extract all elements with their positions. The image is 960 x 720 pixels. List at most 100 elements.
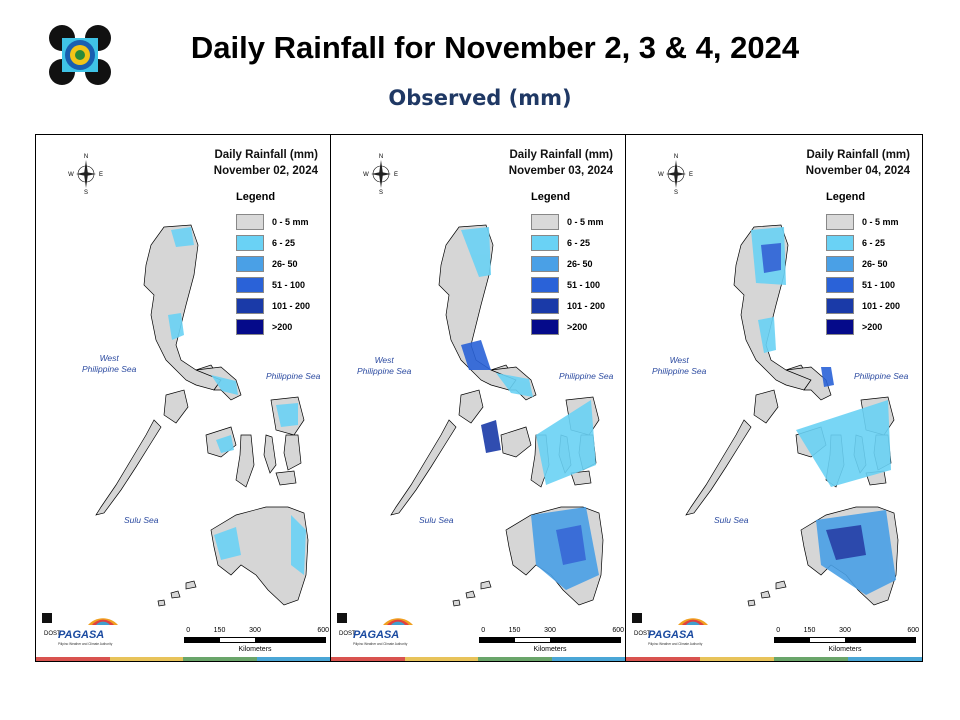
bicol [785,366,832,401]
map-panel-nov-03: Daily Rainfall (mm) November 03, 2024 Le… [331,135,626,661]
rain-bicol [496,373,533,397]
legend: 0 - 5 mm 6 - 25 26- 50 51 - 100 101 - 20… [236,211,310,337]
rain-mindanao-east [291,515,306,575]
svg-text:N: N [84,154,88,160]
mindoro [458,389,484,424]
sea-label-sulu: Sulu Sea [124,515,159,525]
luzon [143,224,222,391]
scale-bar: 0 150 300 600 Kilometers [774,627,919,653]
dost-logo [48,24,112,86]
legend-item: >200 [826,316,900,337]
map-panel-nov-04: Daily Rainfall (mm) November 04, 2024 Le… [626,135,922,661]
svg-text:W: W [658,172,664,178]
pagasa-logo: DOST PAGASA Pilipino Weather and Climate… [632,613,708,646]
legend-title: Legend [531,191,571,203]
svg-text:N: N [379,154,383,160]
svg-text:PAGASA: PAGASA [648,629,694,641]
svg-text:N: N [674,154,678,160]
rain-overlay [751,227,896,595]
svg-text:S: S [84,190,88,195]
sea-label-west-philippine: West Philippine Sea [357,355,412,376]
brand-strip [626,657,922,661]
negros [235,434,255,488]
sea-label-west-philippine: West Philippine Sea [82,353,137,374]
legend: 0 - 5 mm 6 - 25 26- 50 51 - 100 101 - 20… [826,211,900,337]
svg-text:E: E [99,172,103,178]
legend-item: 51 - 100 [826,274,900,295]
scale-bar: 0 150 300 600 Kilometers [479,627,624,653]
page-title: Daily Rainfall for November 2, 3 & 4, 20… [190,30,800,65]
bohol [570,470,592,486]
philippines-map [685,224,899,607]
svg-text:Pilipino Weather and Climate A: Pilipino Weather and Climate Authority [58,642,113,646]
rain-visayas [216,435,234,453]
sea-label-philippine: Philippine Sea [559,371,614,381]
palawan [685,419,752,516]
svg-text:E: E [394,172,398,178]
brand-strip [36,657,330,661]
sea-label-philippine: Philippine Sea [266,371,321,381]
map-panels: Daily Rainfall (mm) November 02, 2024 Le… [35,134,923,662]
legend-title: Legend [826,191,866,203]
legend-item: 101 - 200 [531,295,605,316]
svg-text:DOST: DOST [339,631,356,637]
bohol [275,470,297,486]
svg-text:W: W [68,172,74,178]
page-subtitle: Observed (mm) [388,86,572,110]
svg-text:S: S [674,190,678,195]
rain-central-luzon [168,313,184,340]
legend-title: Legend [236,191,276,203]
legend-item: 51 - 100 [531,274,605,295]
sulu-islands [452,580,492,607]
pagasa-logo: DOST PAGASA Pilipino Weather and Climate… [337,613,413,646]
compass-rose-icon: N S W E [363,154,398,195]
philippines-map [390,224,604,607]
compass-rose-icon: N S W E [658,154,693,195]
svg-text:W: W [363,172,369,178]
sulu-islands [157,580,197,607]
rain-bicol [211,375,238,395]
pagasa-logo: DOST PAGASA Pilipino Weather and Climate… [42,613,118,646]
scale-bar: 0 150 300 600 Kilometers [184,627,329,653]
rain-visayas [796,400,891,487]
legend-item: 26- 50 [826,253,900,274]
panel-title: Daily Rainfall (mm) November 04, 2024 [805,149,910,177]
palawan [95,419,162,516]
rain-overlay [168,227,306,575]
svg-text:Pilipino Weather and Climate A: Pilipino Weather and Climate Authority [648,642,703,646]
rain-north-luzon-core [761,243,781,273]
rain-central-luzon [461,340,491,370]
palawan [390,419,457,516]
legend-item: 6 - 25 [531,232,605,253]
legend-item: >200 [236,316,310,337]
sea-label-west-philippine: West Philippine Sea [652,355,707,376]
rain-overlay [461,227,599,590]
philippines-map [95,224,309,607]
svg-text:DOST: DOST [44,631,61,637]
panel-title: Daily Rainfall (mm) November 03, 2024 [508,149,613,177]
sulu-islands [747,580,787,607]
legend: 0 - 5 mm 6 - 25 26- 50 51 - 100 101 - 20… [531,211,605,337]
rain-bicol [821,367,834,387]
svg-text:PAGASA: PAGASA [353,629,399,641]
cebu [263,434,277,474]
legend-item: 26- 50 [236,253,310,274]
legend-item: 101 - 200 [826,295,900,316]
sea-label-sulu: Sulu Sea [419,515,454,525]
rain-north-luzon [171,227,194,247]
mindoro [163,389,189,424]
leyte [283,434,302,471]
legend-item: 26- 50 [531,253,605,274]
map-panel-nov-02: Daily Rainfall (mm) November 02, 2024 Le… [36,135,331,661]
brand-strip [331,657,625,661]
sea-label-philippine: Philippine Sea [854,371,909,381]
svg-text:S: S [379,190,383,195]
rain-mindanao-core [826,525,866,560]
legend-item: 51 - 100 [236,274,310,295]
rain-samar [276,403,298,427]
rain-mindanao-core [556,525,586,565]
legend-item: 6 - 25 [236,232,310,253]
legend-item: 0 - 5 mm [531,211,605,232]
rain-central-luzon [758,317,776,353]
mindoro [753,389,779,424]
